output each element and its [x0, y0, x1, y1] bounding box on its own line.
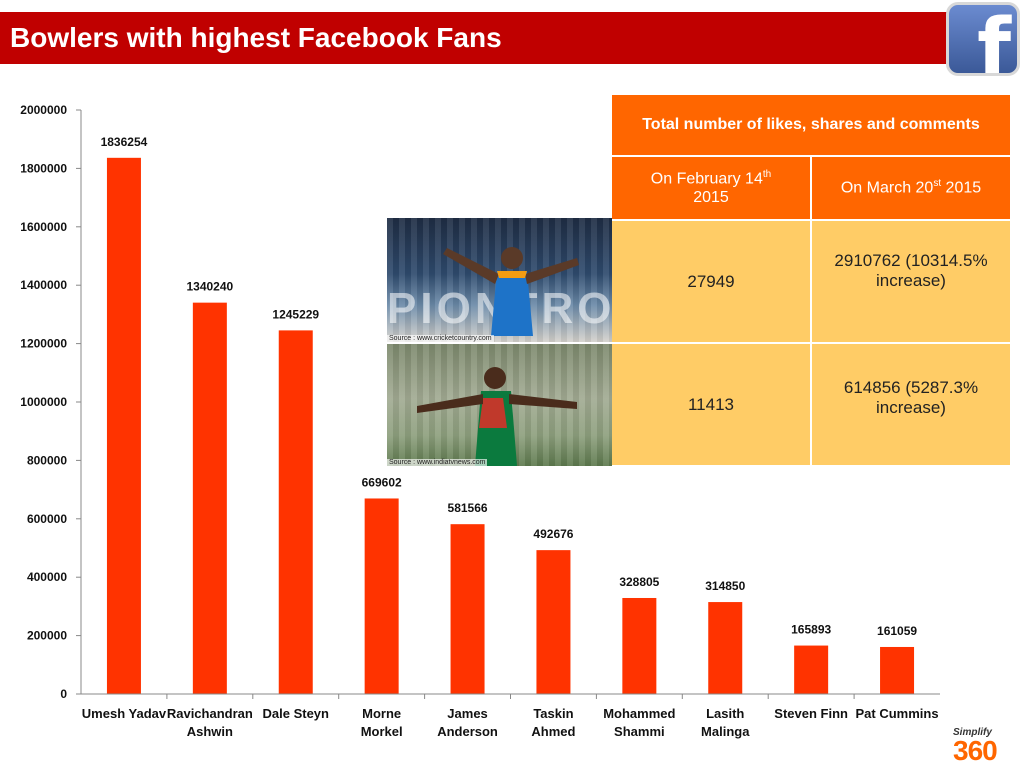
bar: [622, 597, 657, 694]
page-title: Bowlers with highest Facebook Fans: [10, 22, 502, 53]
brand-large: 360: [953, 735, 998, 766]
bar: [708, 602, 743, 694]
bar-value-label: 314850: [705, 579, 745, 593]
x-tick-label: James Anderson: [437, 706, 498, 739]
y-tick-label: 400000: [27, 570, 67, 584]
x-tick-label: Steven Finn: [774, 706, 848, 721]
x-axis: Umesh Yadav Ravichandran Ashwin Dale Steyn M…: [81, 693, 940, 739]
bar: [536, 550, 571, 694]
bar: [364, 498, 399, 694]
stats-table: Total number of likes, shares and commen…: [612, 95, 1010, 465]
x-tick-label: Ravichandran Ashwin: [167, 706, 253, 739]
bar-value-label: 669602: [362, 475, 402, 489]
photo-source-2: Source : www.indiatvnews.com: [387, 459, 488, 466]
y-tick-label: 1000000: [20, 395, 67, 409]
bar-value-label: 165893: [791, 623, 831, 637]
y-tick-label: 1200000: [20, 337, 67, 351]
bar-value-label: 1836254: [101, 135, 148, 149]
title-bar: Bowlers with highest Facebook Fans: [0, 12, 948, 64]
table-title: Total number of likes, shares and commen…: [612, 95, 1010, 157]
y-tick-label: 1800000: [20, 161, 67, 175]
bar-value-label: 1340240: [186, 280, 233, 294]
bar-value-label: 328805: [619, 575, 659, 589]
bar: [794, 645, 829, 694]
table-cell-feb-1: 27949: [612, 219, 812, 343]
y-axis: 0 200000 400000 600000 800000 1000000 1200000 1…: [20, 103, 82, 701]
umesh-yadav-photo: PIONTRO Source : www.cricketcountry.com: [387, 218, 612, 342]
facebook-icon: f: [946, 2, 1020, 76]
photo-source-1: Source : www.cricketcountry.com: [387, 335, 494, 342]
bar: [450, 524, 485, 694]
col-header-mar: On March 20st 2015: [811, 156, 1010, 220]
bars: 1836254 1340240 1245229 669602 581566 492676 3…: [101, 135, 917, 694]
table-cell-mar-1: 2910762 (10314.5% increase): [811, 219, 1010, 343]
simplify360-logo: Simplify 360: [953, 727, 1023, 767]
y-tick-label: 0: [60, 687, 67, 701]
x-tick-label: Dale Steyn: [263, 706, 330, 721]
y-tick-label: 800000: [27, 453, 67, 467]
x-tick-label: Taskin Ahmed: [531, 706, 575, 739]
y-tick-label: 1400000: [20, 278, 67, 292]
bar: [880, 646, 915, 694]
x-tick-label: Morne Morkel: [361, 706, 403, 739]
bar-value-label: 492676: [533, 527, 573, 541]
bar: [192, 302, 227, 694]
table-cell-feb-2: 11413: [612, 342, 812, 465]
y-tick-label: 2000000: [20, 103, 67, 117]
bar-value-label: 1245229: [272, 307, 319, 321]
y-tick-label: 600000: [27, 512, 67, 526]
x-tick-label: Mohammed Shammi: [603, 706, 675, 739]
y-tick-label: 1600000: [20, 220, 67, 234]
col-header-feb: On February 14th 2015: [612, 156, 812, 220]
table-cell-mar-2: 614856 (5287.3% increase): [811, 342, 1010, 465]
bar: [278, 330, 313, 694]
x-tick-label: Pat Cummins: [856, 706, 939, 721]
taskin-ahmed-photo: Source : www.indiatvnews.com: [387, 344, 612, 466]
brand-small: Simplify: [953, 727, 992, 738]
bar-value-label: 161059: [877, 624, 917, 638]
bar: [106, 157, 141, 694]
x-tick-label: Lasith Malinga: [701, 706, 750, 739]
bar-value-label: 581566: [448, 501, 488, 515]
y-tick-label: 200000: [27, 629, 67, 643]
x-tick-label: Umesh Yadav: [82, 706, 167, 721]
